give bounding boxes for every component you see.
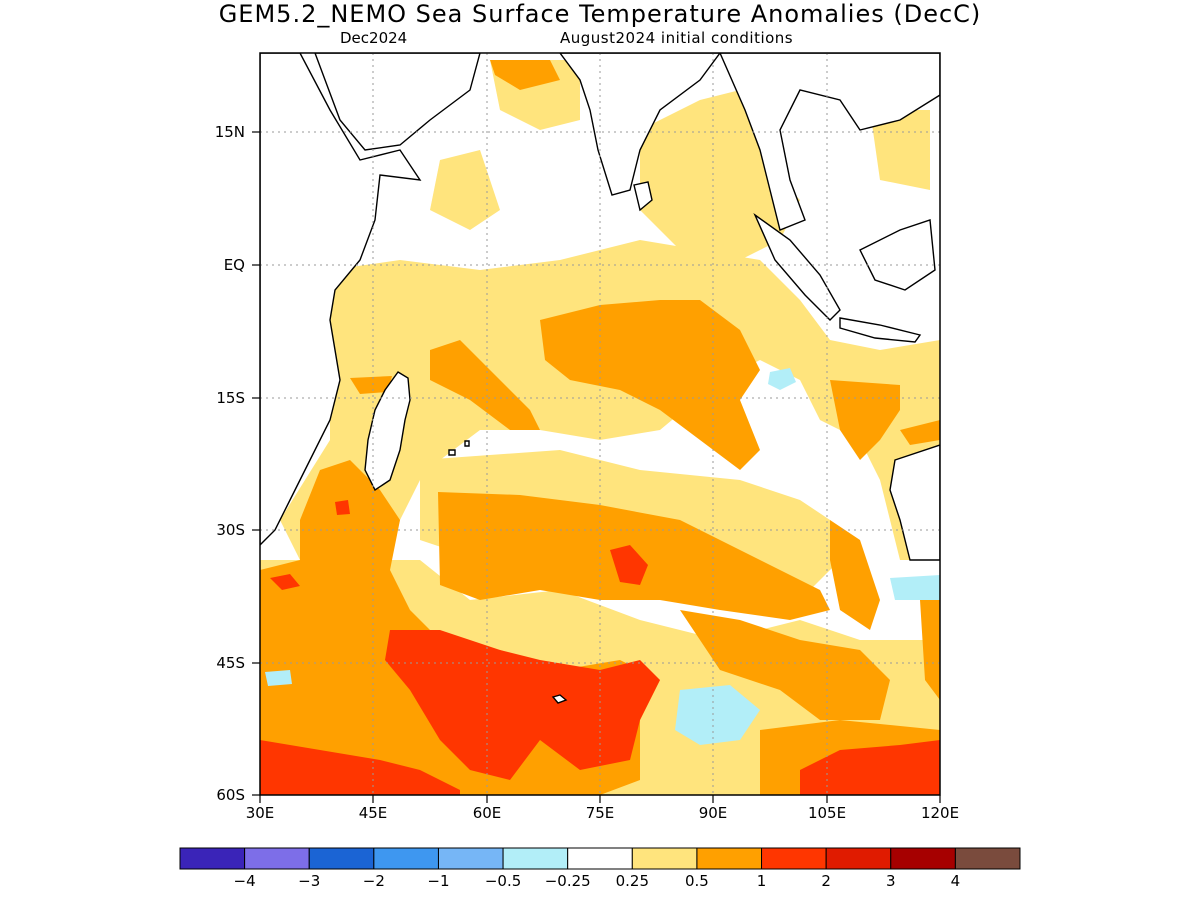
anomaly-band-red xyxy=(335,500,350,515)
anomaly-band-light xyxy=(280,240,940,600)
lon-label-90e: 90E xyxy=(698,804,728,822)
colorbar-label: −1 xyxy=(427,872,450,890)
lat-label-15n: 15N xyxy=(214,123,245,141)
anomaly-band-orange xyxy=(830,520,880,630)
lon-label-45e: 45E xyxy=(358,804,388,822)
anomaly-band-orange xyxy=(540,300,760,470)
initial-conditions-label: August2024 initial conditions xyxy=(560,29,794,47)
lat-label-eq: EQ xyxy=(223,256,245,274)
colorbar-swatch xyxy=(567,847,633,870)
anomaly-band-orange xyxy=(900,420,940,445)
anomaly-band-red xyxy=(260,740,460,795)
gridlines xyxy=(260,53,940,795)
anomaly-band-orange xyxy=(430,340,540,430)
axis-ticks xyxy=(252,131,941,803)
lon-label-105e: 105E xyxy=(807,804,847,822)
colorbar-swatch xyxy=(696,847,763,870)
anomaly-band-light xyxy=(870,110,930,190)
anomaly-field xyxy=(260,53,940,795)
anomaly-band-orange xyxy=(350,376,392,394)
colorbar-swatch xyxy=(308,847,375,870)
coastlines xyxy=(260,53,940,704)
colorbar-label: 0.25 xyxy=(615,872,649,890)
colorbar-label: −4 xyxy=(233,872,256,890)
colorbar-label: 4 xyxy=(950,872,961,890)
colorbar-label: −0.5 xyxy=(484,872,522,890)
colorbar-label: 3 xyxy=(885,872,896,890)
mauritius-island xyxy=(448,449,456,456)
lon-label-30e: 30E xyxy=(245,804,275,822)
anomaly-band-cold xyxy=(265,670,292,686)
map-title: GEM5.2_NEMO Sea Surface Temperature Anom… xyxy=(218,0,982,28)
lat-label-30s: 30S xyxy=(216,521,245,539)
java-island xyxy=(839,317,922,343)
anomaly-band-orange xyxy=(490,60,560,90)
lon-label-120e: 120E xyxy=(920,804,960,822)
africa-landmass xyxy=(260,53,422,546)
colorbar-swatch xyxy=(761,847,827,870)
anomaly-band-red xyxy=(610,545,648,585)
lon-label-75e: 75E xyxy=(585,804,615,822)
colorbar-swatch xyxy=(631,847,698,870)
arabia-landmass xyxy=(314,53,481,151)
australia-landmass xyxy=(889,444,940,561)
anomaly-band-orange xyxy=(920,590,940,700)
colorbar-swatch xyxy=(890,847,956,870)
colorbar-label: 2 xyxy=(821,872,831,890)
anomaly-band-cold xyxy=(768,368,796,390)
colorbar-label: 1 xyxy=(756,872,767,890)
lat-label-15s: 15S xyxy=(216,389,245,407)
southeast-asia-landmass xyxy=(719,53,940,231)
kerguelen-island xyxy=(551,694,568,704)
anomaly-band-red xyxy=(385,630,660,780)
colorbar-label: −0.25 xyxy=(544,872,591,890)
anomaly-band-cold xyxy=(890,575,940,600)
sumatra-island xyxy=(753,212,841,321)
anomaly-band-light xyxy=(430,150,500,230)
colorbar-swatch xyxy=(373,847,439,870)
india-landmass xyxy=(559,53,721,196)
colorbar-swatch xyxy=(502,847,569,870)
lon-label-60e: 60E xyxy=(472,804,502,822)
colorbar-label: −2 xyxy=(362,872,385,890)
anomaly-band-orange xyxy=(680,610,890,720)
colorbar-swatch xyxy=(954,847,1021,870)
sri-lanka-island xyxy=(633,181,653,212)
valid-month-label: Dec2024 xyxy=(340,29,408,47)
colorbar-label: 0.5 xyxy=(684,872,709,890)
anomaly-band-red xyxy=(270,574,300,590)
colorbar-swatch xyxy=(437,847,504,870)
colorbar-swatch xyxy=(179,847,246,870)
anomaly-band-orange xyxy=(830,380,900,460)
colorbar-label: −3 xyxy=(298,872,321,890)
lat-label-45s: 45S xyxy=(216,654,245,672)
colorbar xyxy=(179,847,1021,870)
madagascar-island xyxy=(364,371,411,492)
colorbar-swatch xyxy=(244,847,310,870)
lat-label-60s: 60S xyxy=(216,786,245,804)
reunion-island xyxy=(464,440,470,447)
colorbar-swatch xyxy=(825,847,892,870)
borneo-island xyxy=(859,219,936,291)
anomaly-band-red xyxy=(800,740,940,795)
anomaly-band-cold xyxy=(675,685,760,745)
